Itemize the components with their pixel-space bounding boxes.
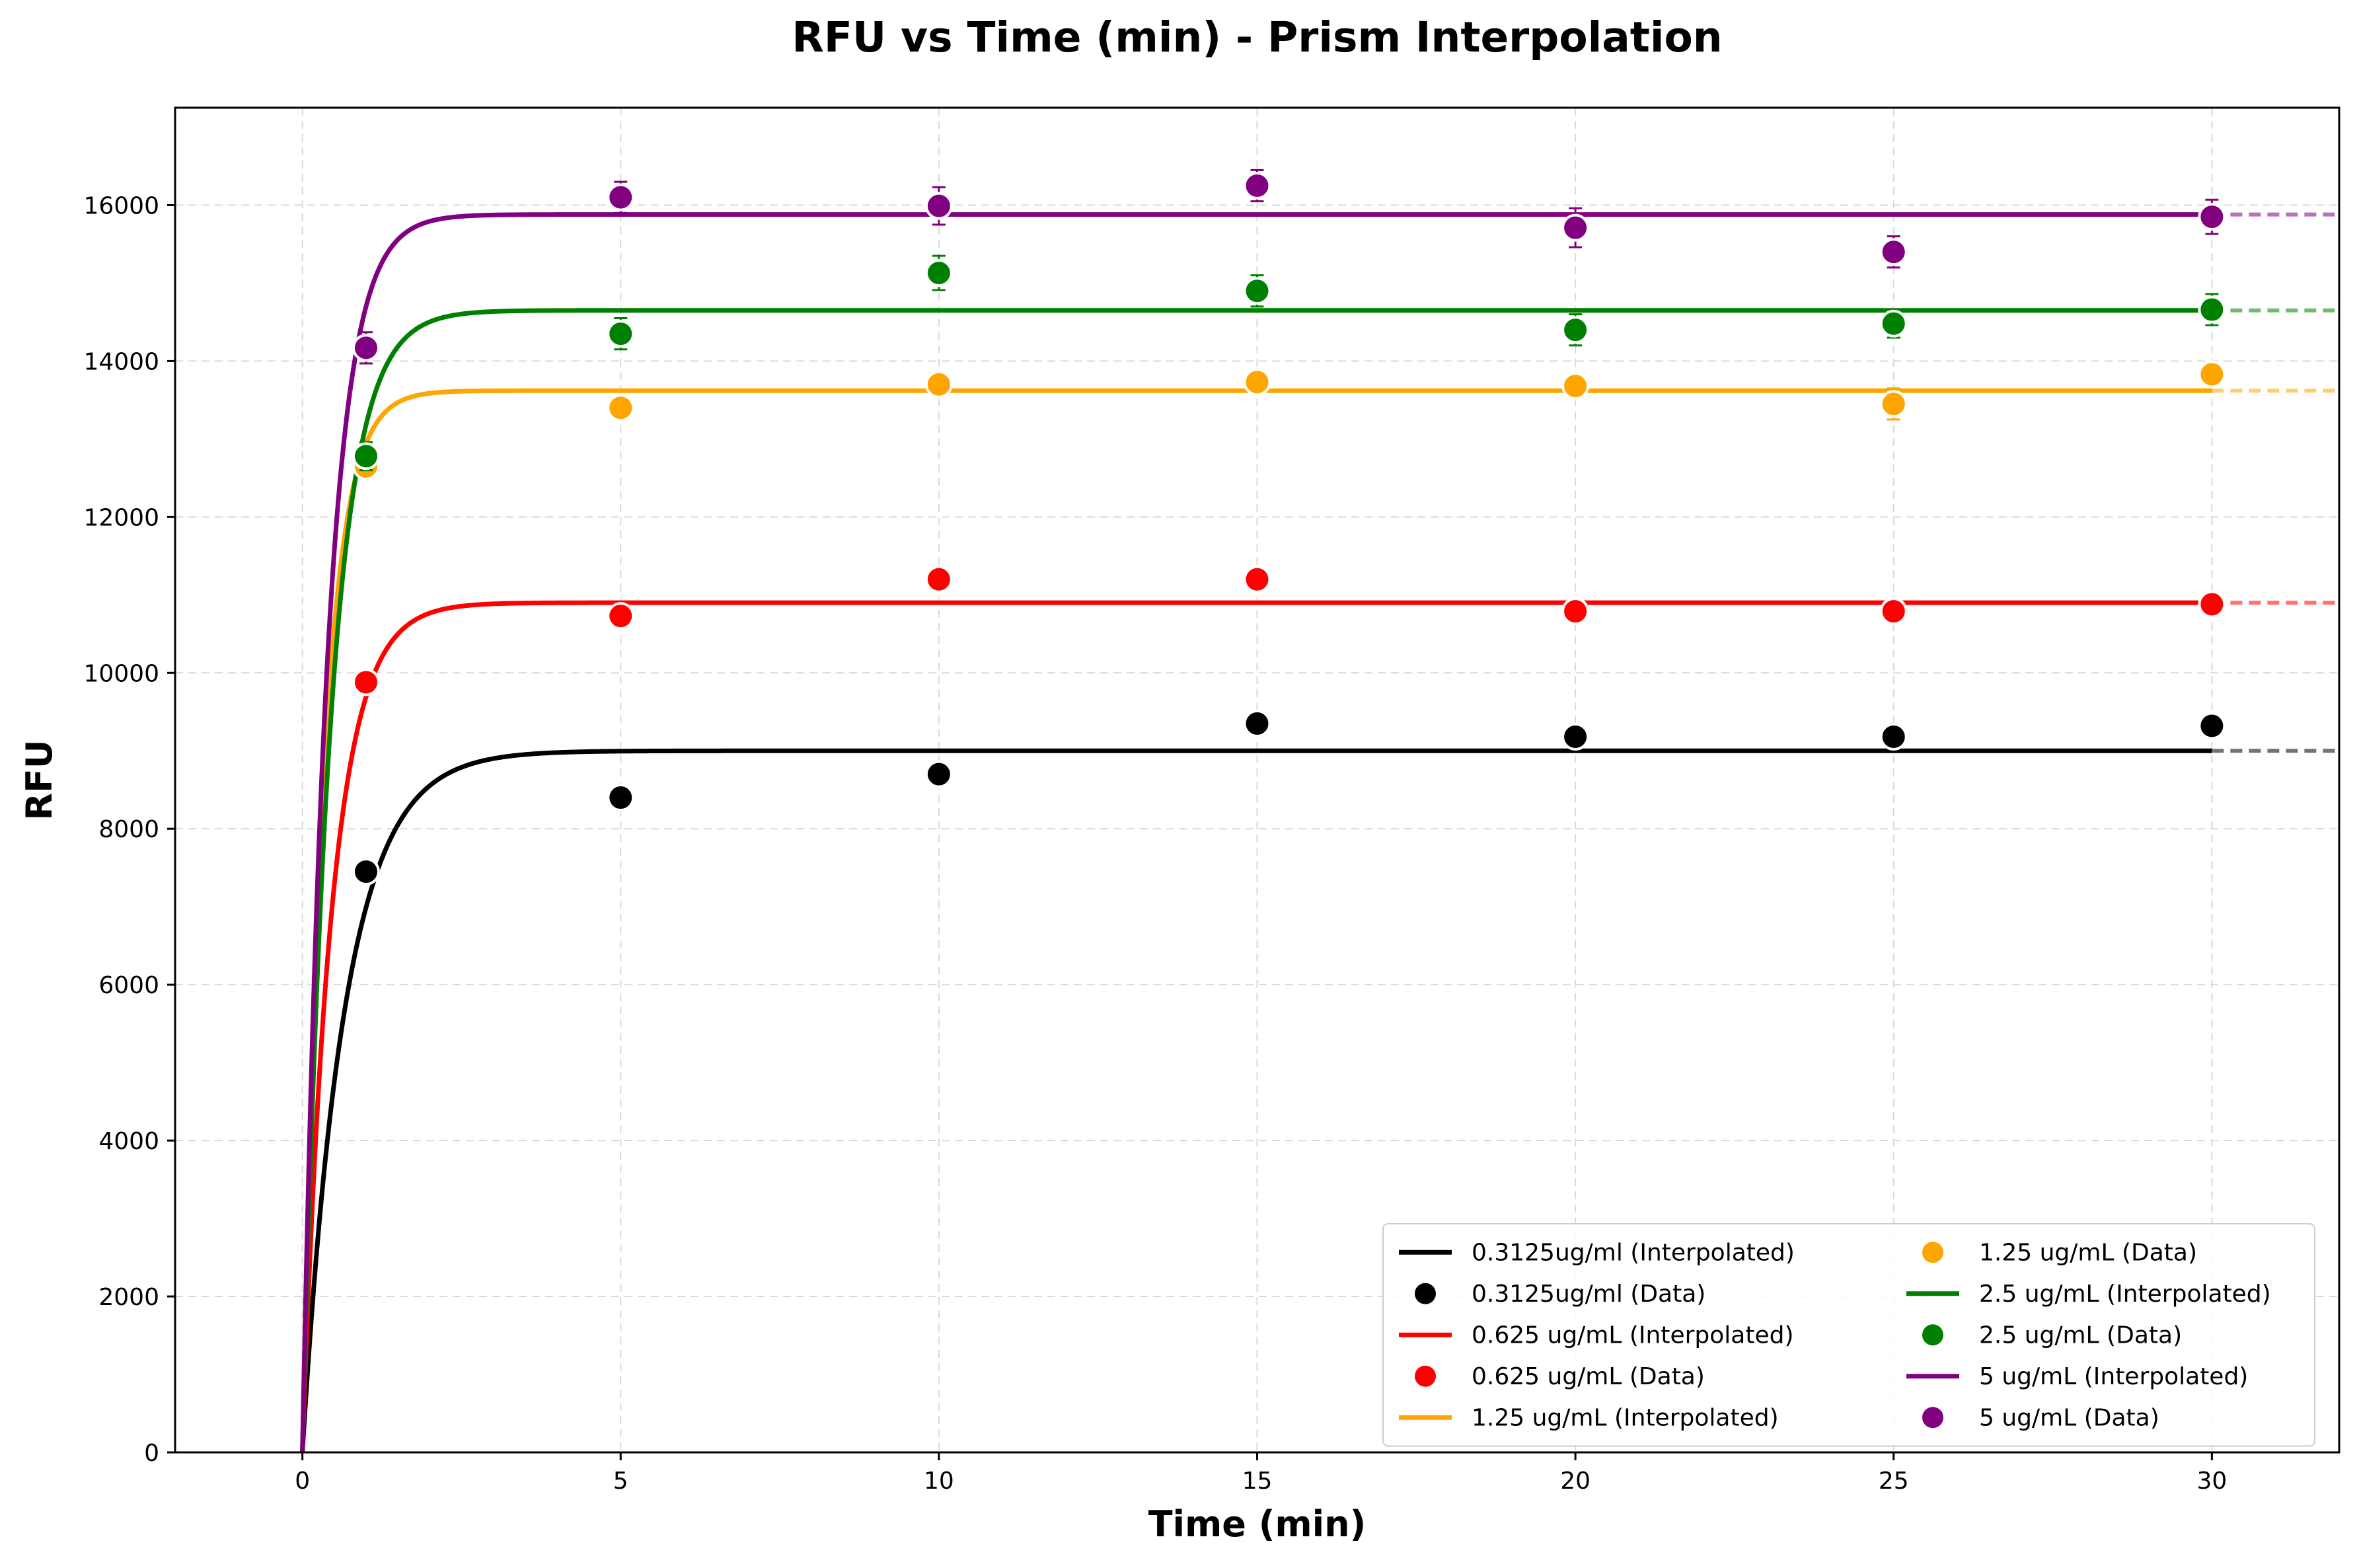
series-2-data-point: [2198, 590, 2226, 618]
series-2-data-point: [1879, 597, 1908, 626]
series-5-data-point: [1879, 238, 1908, 266]
series-3-data-point: [1561, 372, 1590, 400]
series-1-interpolated-line: [300, 748, 2212, 1452]
x-tick-label: 10: [924, 1468, 954, 1495]
series-5-data-point: [924, 192, 953, 220]
series-4-data-point: [607, 320, 635, 348]
series-3-data-point: [1879, 390, 1908, 418]
legend-label: 1.25 ug/mL (Data): [1979, 1239, 2197, 1266]
legend-entry-series-4-line: 2.5 ug/mL (Interpolated): [1906, 1281, 2271, 1308]
series-3-data-point: [607, 394, 635, 422]
series-4-data-point: [1243, 277, 1271, 305]
legend-entry-series-5-line: 5 ug/mL (Interpolated): [1906, 1363, 2248, 1390]
x-tick-label: 15: [1242, 1468, 1273, 1495]
legend-entry-series-3-line: 1.25 ug/mL (Interpolated): [1399, 1404, 1779, 1431]
legend-entry-series-2-line: 0.625 ug/mL (Interpolated): [1399, 1322, 1794, 1349]
series-1-data-point: [1879, 723, 1908, 751]
series-1-data-point: [2198, 712, 2226, 740]
legend-marker-swatch: [1922, 1324, 1943, 1346]
series-1-data-point: [607, 784, 635, 812]
series-3-data-point: [2198, 360, 2226, 389]
legend-entry-series-1-line: 0.3125ug/ml (Interpolated): [1399, 1239, 1795, 1266]
y-tick-label: 4000: [98, 1128, 159, 1155]
legend-label: 0.3125ug/ml (Data): [1472, 1281, 1705, 1308]
legend-label: 0.3125ug/ml (Interpolated): [1472, 1239, 1795, 1266]
series-1-data-point: [924, 760, 953, 788]
legend-label: 0.625 ug/mL (Data): [1472, 1363, 1705, 1390]
y-tick-label: 2000: [98, 1284, 159, 1311]
series-4-data-point: [924, 259, 953, 287]
legend: 0.3125ug/ml (Interpolated) 0.3125ug/ml (D…: [1382, 1223, 2315, 1447]
legend-marker-swatch: [1922, 1242, 1943, 1263]
legend-entry-series-2-data: 0.625 ug/mL (Data): [1415, 1363, 1705, 1390]
x-tick-label: 20: [1560, 1468, 1591, 1495]
x-tick-label: 25: [1879, 1468, 1909, 1495]
legend-entry-series-5-data: 5 ug/mL (Data): [1922, 1404, 2159, 1431]
y-tick-label: 10000: [83, 660, 159, 687]
series-4-data-point: [1561, 316, 1590, 344]
legend-label: 1.25 ug/mL (Interpolated): [1472, 1404, 1779, 1431]
series-5-data-point: [607, 183, 635, 211]
series-3-data-point: [924, 370, 953, 398]
series-5-data-point: [1561, 213, 1590, 242]
legend-label: 2.5 ug/mL (Data): [1979, 1322, 2182, 1349]
axis-layer: 0 5 10 15 20 25 30 0 2000 4000 6000 8000 10000 12000 1…: [83, 192, 2227, 1495]
series-2-data-point: [1243, 565, 1271, 593]
series-5-data-point: [352, 334, 380, 362]
y-tick-label: 12000: [83, 504, 159, 531]
legend-entry-series-1-data: 0.3125ug/ml (Data): [1415, 1281, 1705, 1308]
series-2-data-point: [1561, 597, 1590, 626]
series-1-data-point: [1243, 709, 1271, 737]
x-tick-label: 5: [613, 1468, 628, 1495]
legend-entry-series-4-data: 2.5 ug/mL (Data): [1922, 1322, 2182, 1349]
series-1-data-point: [352, 858, 380, 886]
legend-entry-series-3-data: 1.25 ug/mL (Data): [1922, 1239, 2197, 1266]
y-tick-label: 8000: [98, 816, 159, 843]
series-2-data-point: [924, 565, 953, 593]
series-4-data-point: [352, 442, 380, 470]
legend-label: 0.625 ug/mL (Interpolated): [1472, 1322, 1794, 1349]
y-tick-label: 6000: [98, 972, 159, 999]
series-4-data-point: [1879, 309, 1908, 338]
legend-label: 5 ug/mL (Data): [1979, 1404, 2159, 1431]
y-tick-label: 14000: [83, 348, 159, 375]
y-tick-label: 0: [144, 1440, 159, 1467]
series-2-data-point: [352, 668, 380, 696]
y-axis-title: RFU: [19, 739, 60, 820]
chart-title: RFU vs Time (min) - Prism Interpolation: [792, 13, 1722, 61]
legend-marker-swatch: [1922, 1407, 1943, 1429]
legend-box: [1382, 1223, 2315, 1447]
series-1-data-point: [1561, 723, 1590, 751]
plot-layer: [300, 168, 2339, 1452]
legend-marker-swatch: [1415, 1365, 1436, 1387]
legend-marker-swatch: [1415, 1283, 1436, 1304]
series-2-data-point: [607, 602, 635, 630]
x-tick-label: 0: [295, 1468, 310, 1495]
legend-label: 2.5 ug/mL (Interpolated): [1979, 1281, 2271, 1308]
series-3-data-point: [1243, 368, 1271, 396]
series-4-data-point: [2198, 295, 2226, 324]
x-axis-title: Time (min): [1148, 1503, 1367, 1545]
y-tick-label: 16000: [83, 192, 159, 219]
series-5-data-point: [1243, 171, 1271, 200]
x-tick-label: 30: [2196, 1468, 2227, 1495]
series-5-interpolated-line: [300, 212, 2212, 1452]
legend-label: 5 ug/mL (Interpolated): [1979, 1363, 2248, 1390]
series-5-data-point: [2198, 203, 2226, 231]
